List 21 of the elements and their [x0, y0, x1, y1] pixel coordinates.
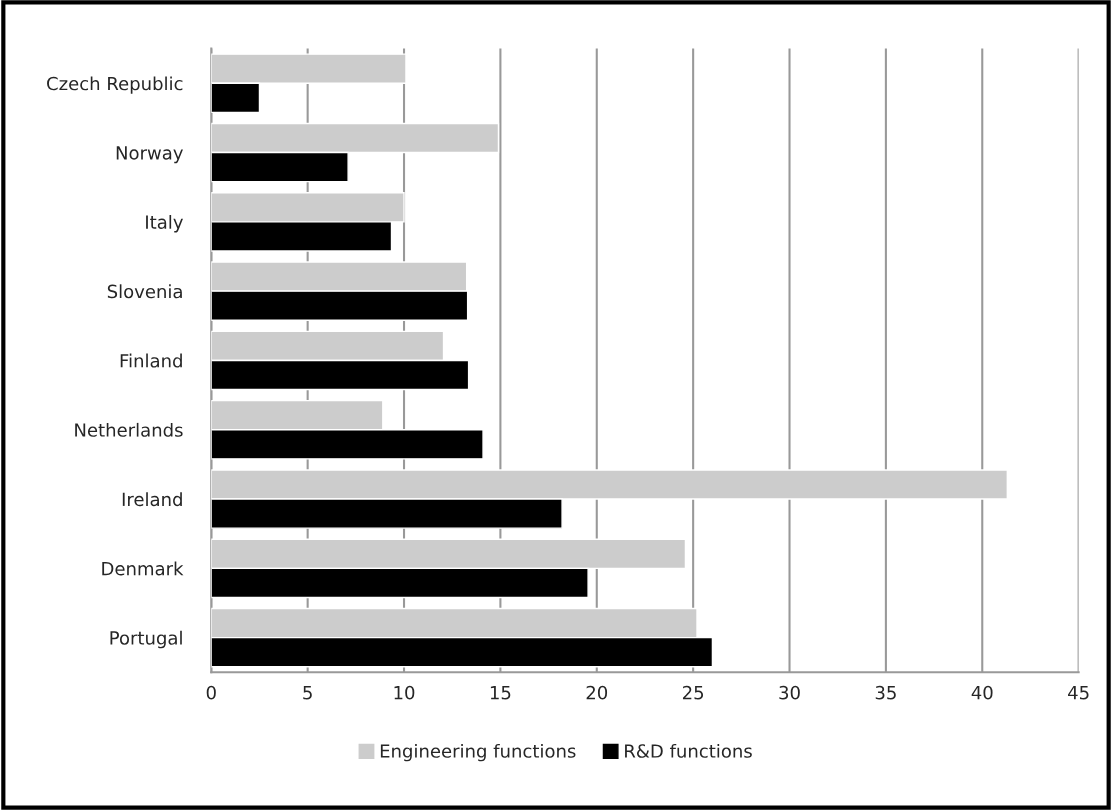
y-tick-label: Norway: [116, 146, 183, 164]
legend-label: Engineering functions: [380, 743, 576, 762]
y-tick-label: Portugal: [110, 630, 182, 649]
x-tick-label: 25: [682, 685, 704, 700]
y-tick-label: Denmark: [102, 561, 184, 576]
legend-label: R&D functions: [625, 743, 752, 758]
x-tick-label: 30: [779, 685, 800, 700]
y-tick-label: Ireland: [122, 492, 182, 507]
x-tick-label: 20: [586, 685, 608, 700]
x-tick-label: 5: [303, 686, 312, 700]
y-tick-label: Netherlands: [75, 422, 183, 437]
x-tick-label: 10: [394, 685, 415, 700]
y-tick-label: Czech Republic: [47, 76, 183, 94]
x-tick-label: 0: [206, 685, 216, 700]
y-tick-label: Slovenia: [107, 284, 182, 299]
x-tick-label: 45: [1068, 686, 1089, 700]
x-tick-label: 15: [490, 686, 511, 700]
y-tick-label: Italy: [146, 214, 183, 233]
x-tick-label: 35: [875, 685, 896, 700]
x-tick-label: 40: [971, 685, 993, 700]
y-tick-label: Finland: [120, 353, 182, 368]
